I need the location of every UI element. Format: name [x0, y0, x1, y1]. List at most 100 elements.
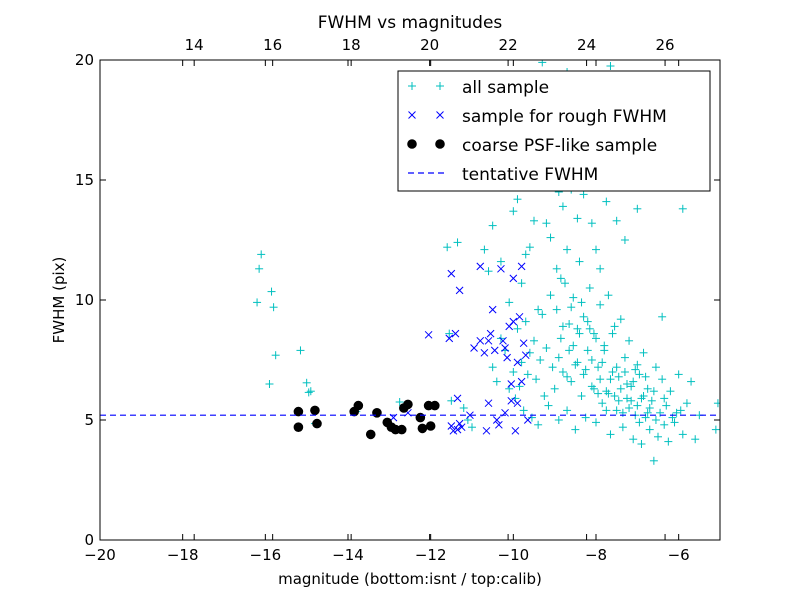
rough-fwhm-point: [453, 394, 462, 403]
all-sample-point: [552, 264, 561, 273]
rough-fwhm-point: [476, 336, 485, 345]
all-sample-point: [612, 363, 621, 372]
x-tick-label: −12: [415, 546, 447, 564]
all-sample-point: [565, 346, 574, 355]
all-sample-point: [620, 353, 629, 362]
all-sample-point: [592, 334, 600, 343]
all-sample-point: [596, 375, 605, 384]
all-sample-point: [633, 360, 642, 369]
all-sample-point: [563, 245, 572, 254]
x-axis-label: magnitude (bottom:isnt / top:calib): [278, 570, 542, 588]
rough-fwhm-point: [495, 420, 503, 429]
all-sample-point: [296, 346, 305, 355]
all-sample-point: [645, 425, 654, 434]
psf-like-point: [353, 400, 364, 411]
all-sample-point: [643, 384, 652, 393]
psf-like-point: [312, 418, 322, 429]
all-sample-point: [530, 216, 538, 225]
all-sample-point: [581, 365, 590, 374]
legend-label-psf-sample: coarse PSF-like sample: [462, 136, 657, 156]
psf-like-point: [365, 429, 376, 440]
all-sample-point: [672, 408, 681, 417]
legend-label-all-sample: all sample: [462, 78, 549, 98]
all-sample-point: [627, 396, 636, 405]
all-sample-point: [618, 423, 627, 432]
rough-fwhm-point: [509, 317, 518, 326]
psf-like-point: [415, 412, 426, 423]
all-sample-point: [525, 348, 534, 357]
all-sample-point: [592, 245, 600, 254]
psf-like-point: [293, 406, 304, 417]
all-sample-point: [606, 62, 615, 70]
all-sample-point: [643, 408, 652, 417]
all-sample-point: [573, 324, 582, 333]
all-sample-point: [627, 382, 636, 391]
all-sample-point: [544, 401, 553, 410]
all-sample-point: [610, 322, 619, 331]
all-sample-point: [550, 384, 559, 393]
all-sample-point: [678, 204, 687, 213]
all-sample-point: [496, 257, 505, 266]
all-sample-point: [682, 399, 691, 408]
all-sample-point: [484, 267, 493, 276]
all-sample-point: [265, 380, 274, 388]
all-sample-point: [521, 250, 530, 259]
all-sample-point: [453, 238, 462, 247]
all-sample-point: [598, 399, 607, 408]
all-sample-point: [600, 346, 609, 355]
all-sample-point: [563, 372, 572, 381]
all-sample-point: [629, 377, 638, 386]
legend-markers: [407, 82, 446, 174]
all-sample-point: [713, 399, 720, 408]
rough-fwhm-point: [486, 329, 495, 338]
all-sample-point: [610, 392, 619, 400]
top-x-tick-label: 16: [263, 36, 282, 54]
chart-title: FWHM vs magnitudes: [318, 13, 503, 33]
rough-fwhm-point: [424, 330, 433, 339]
plot-marks: [100, 60, 720, 465]
x-tick-label: −20: [84, 546, 116, 564]
all-sample-point: [594, 389, 603, 398]
all-sample-point: [554, 353, 563, 362]
all-sample-point: [620, 236, 629, 244]
all-sample-point: [616, 315, 625, 324]
all-sample-point: [395, 398, 404, 406]
all-sample-point: [569, 293, 578, 302]
all-sample-point: [304, 388, 313, 397]
legend-marker-all-sample: [436, 82, 444, 90]
rough-fwhm-point: [519, 339, 528, 348]
all-sample-point: [567, 303, 576, 312]
top-x-tick-label: 26: [656, 36, 675, 54]
all-sample-point: [651, 416, 660, 424]
rough-fwhm-point: [513, 399, 522, 408]
rough-fwhm-point: [513, 358, 522, 367]
all-sample-point: [639, 392, 648, 400]
rough-fwhm-point: [482, 426, 491, 435]
all-sample-point: [651, 363, 660, 372]
all-sample-point: [558, 368, 567, 376]
all-sample-point: [658, 312, 667, 321]
rough-fwhm-point: [507, 380, 516, 388]
all-sample-point: [645, 404, 654, 412]
all-sample-point: [637, 440, 646, 448]
all-sample-point: [620, 368, 629, 376]
all-sample-point: [447, 396, 456, 405]
all-sample-point: [616, 384, 625, 393]
all-sample-point: [585, 284, 594, 292]
top-x-tick-label: 18: [342, 36, 361, 54]
all-sample-point: [596, 264, 605, 273]
all-sample-point: [606, 430, 615, 439]
all-sample-point: [676, 406, 685, 415]
all-sample-point: [585, 324, 594, 333]
all-sample-point: [269, 303, 278, 312]
all-sample-point: [523, 370, 532, 379]
series-2: [389, 262, 532, 435]
all-sample-point: [538, 60, 547, 67]
all-sample-point: [579, 312, 588, 321]
psf-like-point: [430, 400, 440, 411]
y-axis-label: FWHM (pix): [50, 257, 68, 344]
rough-fwhm-point: [511, 426, 520, 435]
all-sample-point: [579, 370, 588, 379]
all-sample-point: [575, 329, 584, 338]
